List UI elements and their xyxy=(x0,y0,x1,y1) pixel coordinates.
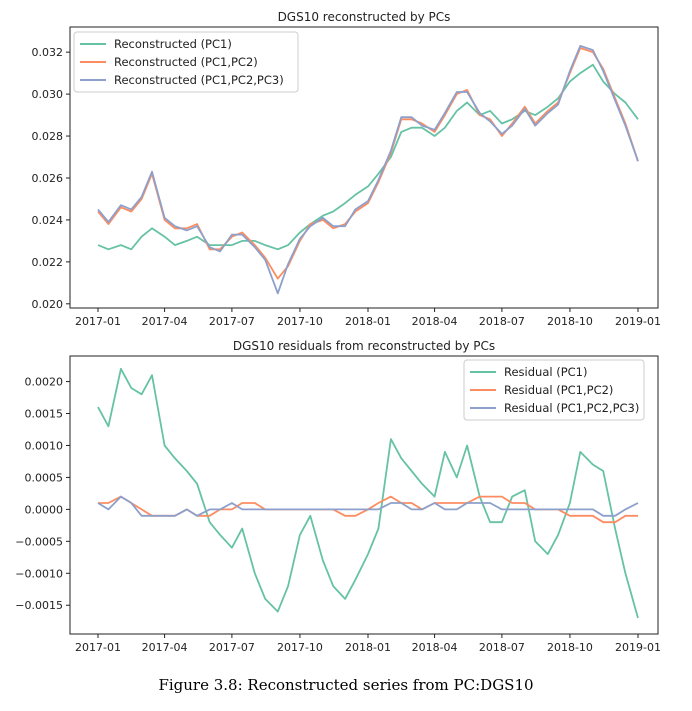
x-tick-label: 2018-01 xyxy=(345,641,391,654)
x-tick-label: 2017-04 xyxy=(142,315,188,328)
x-tick-label: 2018-04 xyxy=(412,641,458,654)
y-tick-label: −0.0010 xyxy=(15,567,63,580)
plot-frame xyxy=(69,355,659,635)
y-tick-label: 0.028 xyxy=(32,130,64,143)
chart-title: DGS10 residuals from reconstructed by PC… xyxy=(233,339,495,353)
series-line-1 xyxy=(97,367,639,619)
x-tick-label: 2017-07 xyxy=(209,641,255,654)
legend-box xyxy=(463,359,645,421)
y-tick-label: −0.0005 xyxy=(15,535,63,548)
x-tick-label: 2018-01 xyxy=(345,315,391,328)
series-line-1 xyxy=(97,63,639,251)
y-tick-label: 0.0020 xyxy=(25,376,64,389)
x-tick-label: 2017-10 xyxy=(277,641,323,654)
x-tick-label: 2017-01 xyxy=(75,641,121,654)
x-tick-label: 2019-01 xyxy=(615,315,661,328)
x-tick-label: 2018-10 xyxy=(547,641,593,654)
x-tick-label: 2017-04 xyxy=(142,641,188,654)
legend-label: Residual (PC1,PC2,PC3) xyxy=(504,401,639,415)
y-tick-label: 0.022 xyxy=(32,256,64,269)
x-tick-label: 2017-01 xyxy=(75,315,121,328)
y-tick-label: 0.026 xyxy=(32,172,64,185)
x-tick-label: 2017-10 xyxy=(277,315,323,328)
y-tick-label: 0.0000 xyxy=(25,503,64,516)
x-tick-label: 2018-10 xyxy=(547,315,593,328)
legend-label: Residual (PC1) xyxy=(504,365,587,379)
figure: DGS10 reconstructed by PCs 2017-01 2017-04… xyxy=(15,10,661,654)
legend-label: Reconstructed (PC1) xyxy=(114,37,232,51)
legend-label: Residual (PC1,PC2) xyxy=(504,383,613,397)
y-tick-label: 0.024 xyxy=(32,214,64,227)
y-tick-label: 0.032 xyxy=(32,46,64,59)
y-tick-label: 0.030 xyxy=(32,88,64,101)
figure-caption: Figure 3.8: Reconstructed series from PC… xyxy=(158,676,534,694)
x-tick-label: 2018-07 xyxy=(479,315,525,328)
series-line-3 xyxy=(97,45,639,295)
chart-title: DGS10 reconstructed by PCs xyxy=(278,10,451,24)
x-tick-label: 2018-04 xyxy=(412,315,458,328)
x-tick-label: 2017-07 xyxy=(209,315,255,328)
series-line-3 xyxy=(97,495,639,517)
plot-frame xyxy=(69,26,659,309)
y-tick-label: 0.020 xyxy=(32,298,64,311)
x-tick-label: 2019-01 xyxy=(615,641,661,654)
y-tick-label: −0.0015 xyxy=(15,599,63,612)
y-tick-label: 0.0015 xyxy=(25,408,64,421)
series-line-2 xyxy=(97,47,639,280)
x-tick-label: 2018-07 xyxy=(479,641,525,654)
legend-label: Reconstructed (PC1,PC2) xyxy=(114,55,258,69)
y-tick-label: 0.0010 xyxy=(25,439,64,452)
y-tick-label: 0.0005 xyxy=(25,471,64,484)
legend-label: Reconstructed (PC1,PC2,PC3) xyxy=(114,73,284,87)
legend-box xyxy=(73,31,299,93)
